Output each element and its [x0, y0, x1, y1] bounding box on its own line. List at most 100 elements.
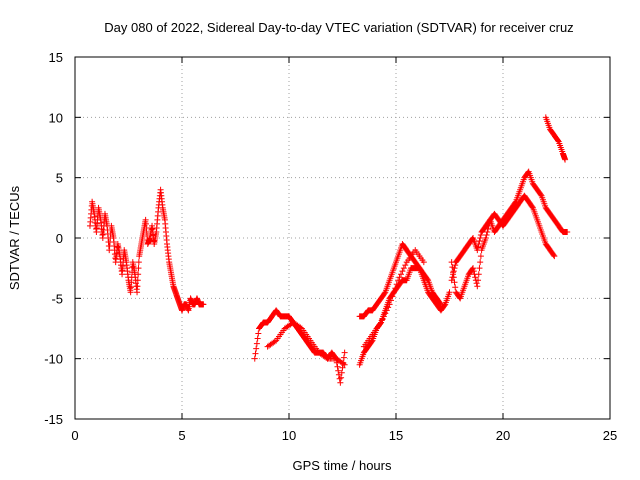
data-point — [381, 290, 388, 297]
data-point — [378, 319, 385, 326]
data-point — [135, 265, 142, 272]
data-point — [450, 274, 457, 281]
data-point — [395, 277, 402, 284]
data-point — [255, 330, 262, 337]
data-point — [271, 338, 278, 345]
data-point — [474, 283, 481, 290]
data-point — [382, 310, 389, 317]
data-point — [200, 301, 207, 308]
data-point — [420, 259, 427, 266]
data-point — [390, 289, 397, 296]
data-point — [379, 316, 386, 323]
y-axis-label: SDTVAR / TECUs — [7, 185, 22, 290]
data-point — [253, 340, 260, 347]
series-segment-8 — [448, 192, 558, 302]
data-point — [470, 268, 477, 275]
data-point — [476, 238, 483, 245]
data-point — [253, 345, 260, 352]
data-point — [254, 335, 261, 342]
data-point — [128, 279, 135, 286]
tick-labels: 0 5 10 15 20 25 -15 -10 -5 0 5 10 15 — [44, 50, 617, 443]
y-tick-label: -10 — [44, 352, 63, 367]
data-point — [475, 277, 482, 284]
data-points — [86, 114, 571, 386]
data-point — [437, 301, 444, 308]
data-point — [134, 283, 141, 290]
data-point — [448, 259, 455, 266]
data-point — [368, 338, 375, 345]
data-point — [452, 284, 459, 291]
data-point — [396, 274, 403, 281]
data-point — [323, 354, 330, 361]
data-point — [473, 280, 480, 287]
data-point — [446, 289, 453, 296]
data-point — [469, 236, 476, 243]
data-point — [483, 231, 490, 238]
y-tick-label: -5 — [51, 291, 63, 306]
data-point — [450, 269, 457, 276]
data-point — [449, 264, 456, 271]
data-point — [341, 361, 348, 368]
data-point — [127, 284, 134, 291]
x-axis-label: GPS time / hours — [293, 458, 392, 473]
grid-lines — [75, 57, 610, 419]
data-point — [400, 265, 407, 272]
data-point — [477, 235, 484, 241]
data-point — [135, 259, 142, 266]
data-point — [392, 285, 399, 292]
data-point — [450, 268, 457, 275]
x-tick-label: 25 — [603, 428, 617, 443]
data-point — [437, 300, 444, 307]
y-tick-label: 15 — [49, 50, 63, 65]
data-point — [335, 367, 342, 374]
data-point — [524, 169, 531, 176]
data-point — [485, 225, 492, 232]
data-point — [340, 354, 347, 361]
data-point — [482, 235, 489, 241]
data-point — [399, 268, 406, 275]
data-point — [477, 253, 484, 260]
data-point — [135, 271, 142, 278]
data-point — [477, 259, 484, 266]
data-point — [441, 302, 448, 309]
data-point — [385, 304, 392, 311]
data-point — [486, 219, 493, 226]
x-tick-label: 15 — [389, 428, 403, 443]
data-point — [470, 265, 477, 272]
data-point — [341, 349, 348, 356]
data-point — [252, 350, 259, 357]
y-tick-label: 5 — [56, 171, 63, 186]
data-point — [476, 265, 483, 272]
data-point — [393, 281, 400, 288]
y-tick-label: -15 — [44, 412, 63, 427]
data-point — [397, 271, 404, 278]
data-point — [386, 301, 393, 308]
data-point — [339, 364, 346, 371]
data-point — [484, 228, 491, 235]
data-point — [402, 262, 409, 269]
data-point — [134, 289, 141, 296]
data-point — [472, 274, 479, 281]
plot-frame — [74, 56, 611, 420]
data-point — [337, 379, 344, 386]
data-point — [338, 369, 345, 376]
x-tick-label: 0 — [71, 428, 78, 443]
series-segment-1 — [86, 186, 207, 314]
data-point — [334, 363, 341, 370]
data-point — [129, 264, 136, 271]
data-point — [383, 307, 390, 314]
data-point — [336, 375, 343, 382]
x-tick-label: 10 — [282, 428, 296, 443]
y-tick-label: 10 — [49, 110, 63, 125]
data-point — [380, 313, 387, 320]
x-tick-label: 20 — [496, 428, 510, 443]
chart-title: Day 080 of 2022, Sidereal Day-to-day VTE… — [104, 20, 573, 35]
series-segment-3 — [264, 319, 348, 368]
data-point — [451, 279, 458, 286]
data-point — [537, 191, 544, 198]
data-point — [338, 374, 345, 381]
data-point — [562, 156, 569, 163]
data-point — [554, 137, 561, 144]
data-point — [251, 355, 258, 362]
